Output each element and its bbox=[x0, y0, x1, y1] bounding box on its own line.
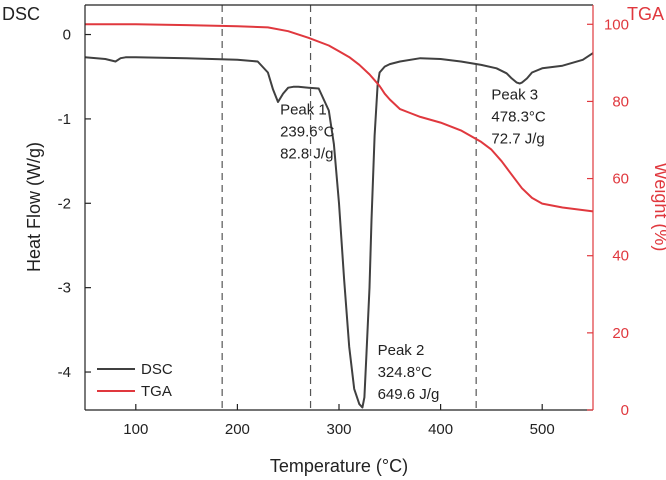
x-tick-label: 500 bbox=[530, 421, 555, 438]
y-left-axis-ticks: 0 -1 -2 -3 -4 bbox=[58, 27, 91, 381]
x-tick-label: 200 bbox=[225, 421, 250, 438]
y-right-tick-label: 40 bbox=[612, 248, 629, 265]
peak-annotations: Peak 1 239.6°C 82.8 J/g Peak 2 324.8°C 649.6 … bbox=[280, 87, 546, 404]
x-axis-ticks: 100 200 300 400 500 bbox=[123, 404, 555, 438]
y-right-tick-label: 60 bbox=[612, 171, 629, 188]
series-line-tga bbox=[85, 23, 594, 213]
series-line-dsc bbox=[84, 52, 594, 409]
y-left-tick-label: -2 bbox=[58, 195, 71, 212]
y-left-tick-label: 0 bbox=[63, 27, 71, 44]
peak-annotation-3-line-1: Peak 3 bbox=[491, 87, 538, 104]
corner-label-right: TGA bbox=[627, 4, 664, 24]
series-layer bbox=[84, 23, 594, 409]
peak-annotation-2-line-1: Peak 2 bbox=[378, 342, 425, 359]
y-right-tick-label: 20 bbox=[612, 325, 629, 342]
peak-annotation-3-line-2: 478.3°C bbox=[491, 109, 546, 126]
peak-annotation-1-line-1: Peak 1 bbox=[280, 102, 327, 119]
peak-annotation-2-line-3: 649.6 J/g bbox=[378, 386, 440, 403]
x-tick-label: 400 bbox=[428, 421, 453, 438]
peak-annotation-3-line-3: 72.7 J/g bbox=[491, 131, 544, 148]
legend-label-tga: TGA bbox=[141, 383, 172, 400]
y-right-tick-label: 100 bbox=[604, 16, 629, 33]
corner-label-left: DSC bbox=[2, 4, 40, 24]
x-axis-title: Temperature (°C) bbox=[270, 456, 408, 476]
y-right-tick-label: 0 bbox=[621, 402, 629, 419]
y-left-tick-label: -3 bbox=[58, 280, 71, 297]
reference-lines bbox=[221, 5, 477, 410]
peak-annotation-1-line-2: 239.6°C bbox=[280, 124, 335, 141]
y-right-axis-ticks: 100 80 60 40 20 0 bbox=[587, 16, 629, 419]
y-right-axis-title: Weight (%) bbox=[651, 163, 666, 252]
y-left-axis-title: Heat Flow (W/g) bbox=[24, 142, 44, 272]
legend-label-dsc: DSC bbox=[141, 361, 173, 378]
peak-annotation-1-line-3: 82.8 J/g bbox=[280, 146, 333, 163]
peak-annotation-2-line-2: 324.8°C bbox=[378, 364, 433, 381]
y-right-tick-label: 80 bbox=[612, 93, 629, 110]
x-tick-label: 300 bbox=[326, 421, 351, 438]
x-tick-label: 100 bbox=[123, 421, 148, 438]
legend: DSC TGA bbox=[97, 361, 173, 400]
y-left-tick-label: -1 bbox=[58, 111, 71, 128]
y-left-tick-label: -4 bbox=[58, 364, 71, 381]
